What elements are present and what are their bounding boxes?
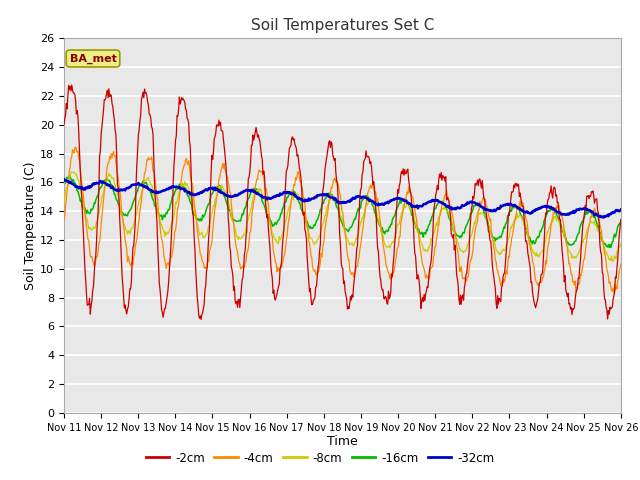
Legend: -2cm, -4cm, -8cm, -16cm, -32cm: -2cm, -4cm, -8cm, -16cm, -32cm — [141, 447, 499, 469]
Y-axis label: Soil Temperature (C): Soil Temperature (C) — [24, 161, 37, 290]
X-axis label: Time: Time — [327, 435, 358, 448]
Title: Soil Temperatures Set C: Soil Temperatures Set C — [251, 18, 434, 33]
Text: BA_met: BA_met — [70, 53, 116, 64]
